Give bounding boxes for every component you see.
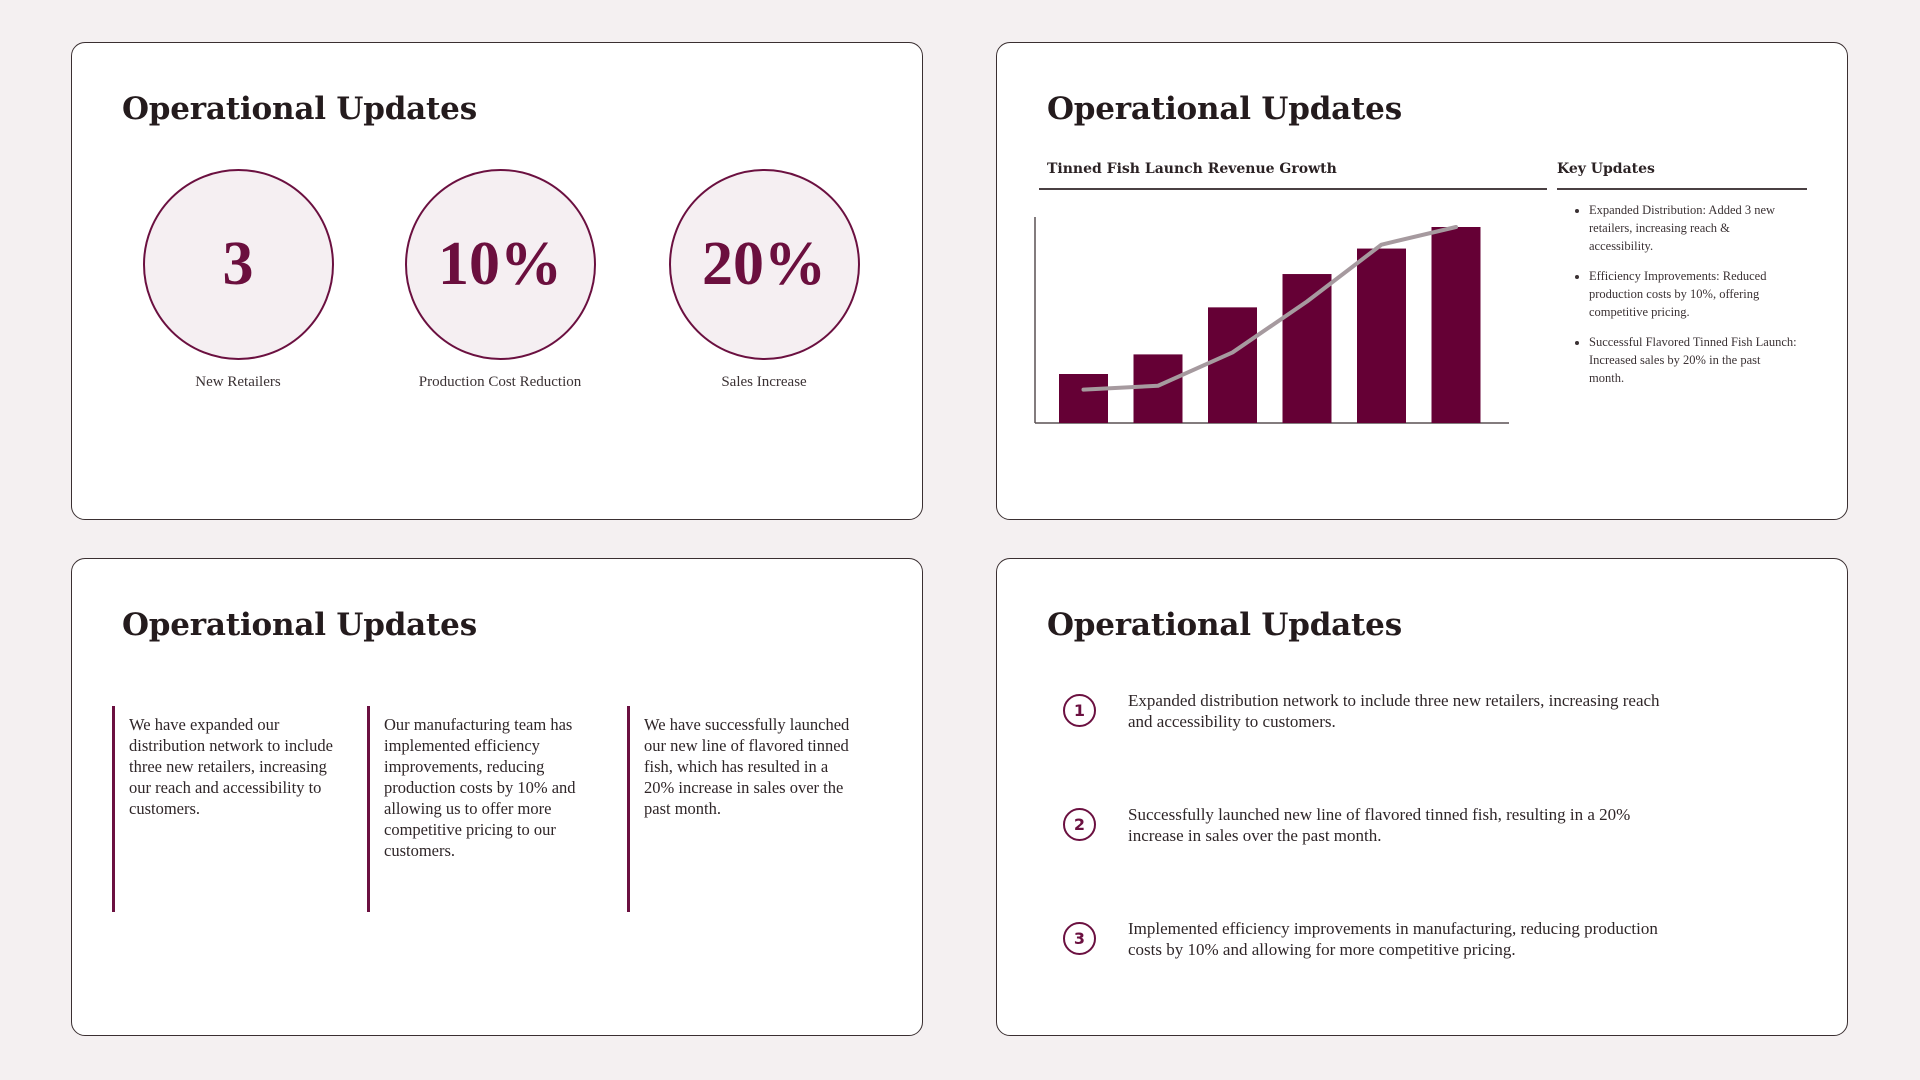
text-column-manufacturing: Our manufacturing team has implemented e… — [367, 706, 599, 912]
bar-2 — [1133, 354, 1183, 423]
stat-cost-reduction: 10% Production Cost Reduction — [370, 169, 630, 391]
bar-6 — [1431, 227, 1481, 423]
trend-line — [1081, 225, 1458, 392]
stat-new-retailers: 3 New Retailers — [108, 169, 368, 391]
numbered-item: 1 Expanded distribution network to inclu… — [1063, 690, 1783, 732]
number-badge: 2 — [1063, 808, 1096, 841]
stat-label: Production Cost Reduction — [418, 374, 582, 390]
slide-2-chart[interactable]: Operational Updates Tinned Fish Launch R… — [996, 42, 1848, 520]
key-updates-rule — [1557, 188, 1807, 190]
revenue-chart — [1034, 217, 1509, 424]
number-badge: 3 — [1063, 922, 1096, 955]
chart-title-rule — [1039, 188, 1547, 190]
bar-4 — [1282, 274, 1332, 423]
numbered-item: 3 Implemented efficiency improvements in… — [1063, 918, 1783, 960]
stat-value: 10% — [438, 230, 562, 298]
stat-value: 20% — [702, 230, 826, 298]
text-column-distribution: We have expanded our distribution networ… — [112, 706, 344, 912]
numbered-item-text: Expanded distribution network to include… — [1128, 691, 1660, 731]
numbered-item: 2 Successfully launched new line of flav… — [1063, 804, 1783, 846]
key-updates-title: Key Updates — [1557, 161, 1655, 177]
key-updates-list: Expanded Distribution: Added 3 new retai… — [1557, 201, 1797, 399]
numbered-item-text: Successfully launched new line of flavor… — [1128, 805, 1631, 845]
slide-1-stats[interactable]: Operational Updates 3 New Retailers 10% … — [71, 42, 923, 520]
chart-title: Tinned Fish Launch Revenue Growth — [1047, 161, 1337, 177]
number-badge: 1 — [1063, 694, 1096, 727]
numbered-item-text: Implemented efficiency improvements in m… — [1128, 919, 1658, 959]
slide-title: Operational Updates — [1047, 607, 1402, 643]
bar-5 — [1357, 248, 1406, 423]
slide-4-numbered-list[interactable]: Operational Updates 1 Expanded distribut… — [996, 558, 1848, 1036]
slide-title: Operational Updates — [1047, 91, 1402, 127]
stat-circle: 3 — [142, 169, 334, 360]
stat-value: 3 — [222, 230, 254, 298]
text-column-launch: We have successfully launched our new li… — [627, 706, 859, 912]
stat-circle: 10% — [404, 169, 596, 360]
stat-label: New Retailers — [195, 374, 281, 390]
bar-1 — [1059, 374, 1108, 423]
slide-title: Operational Updates — [122, 607, 477, 643]
stat-label: Sales Increase — [721, 374, 807, 390]
list-item: Expanded Distribution: Added 3 new retai… — [1589, 201, 1797, 255]
list-item: Successful Flavored Tinned Fish Launch: … — [1589, 333, 1797, 387]
stat-sales-increase: 20% Sales Increase — [634, 169, 894, 391]
bar-3 — [1208, 307, 1257, 423]
slide-title: Operational Updates — [122, 91, 477, 127]
stat-circle: 20% — [668, 169, 860, 360]
list-item: Efficiency Improvements: Reduced product… — [1589, 267, 1797, 321]
slide-3-columns[interactable]: Operational Updates We have expanded our… — [71, 558, 923, 1036]
